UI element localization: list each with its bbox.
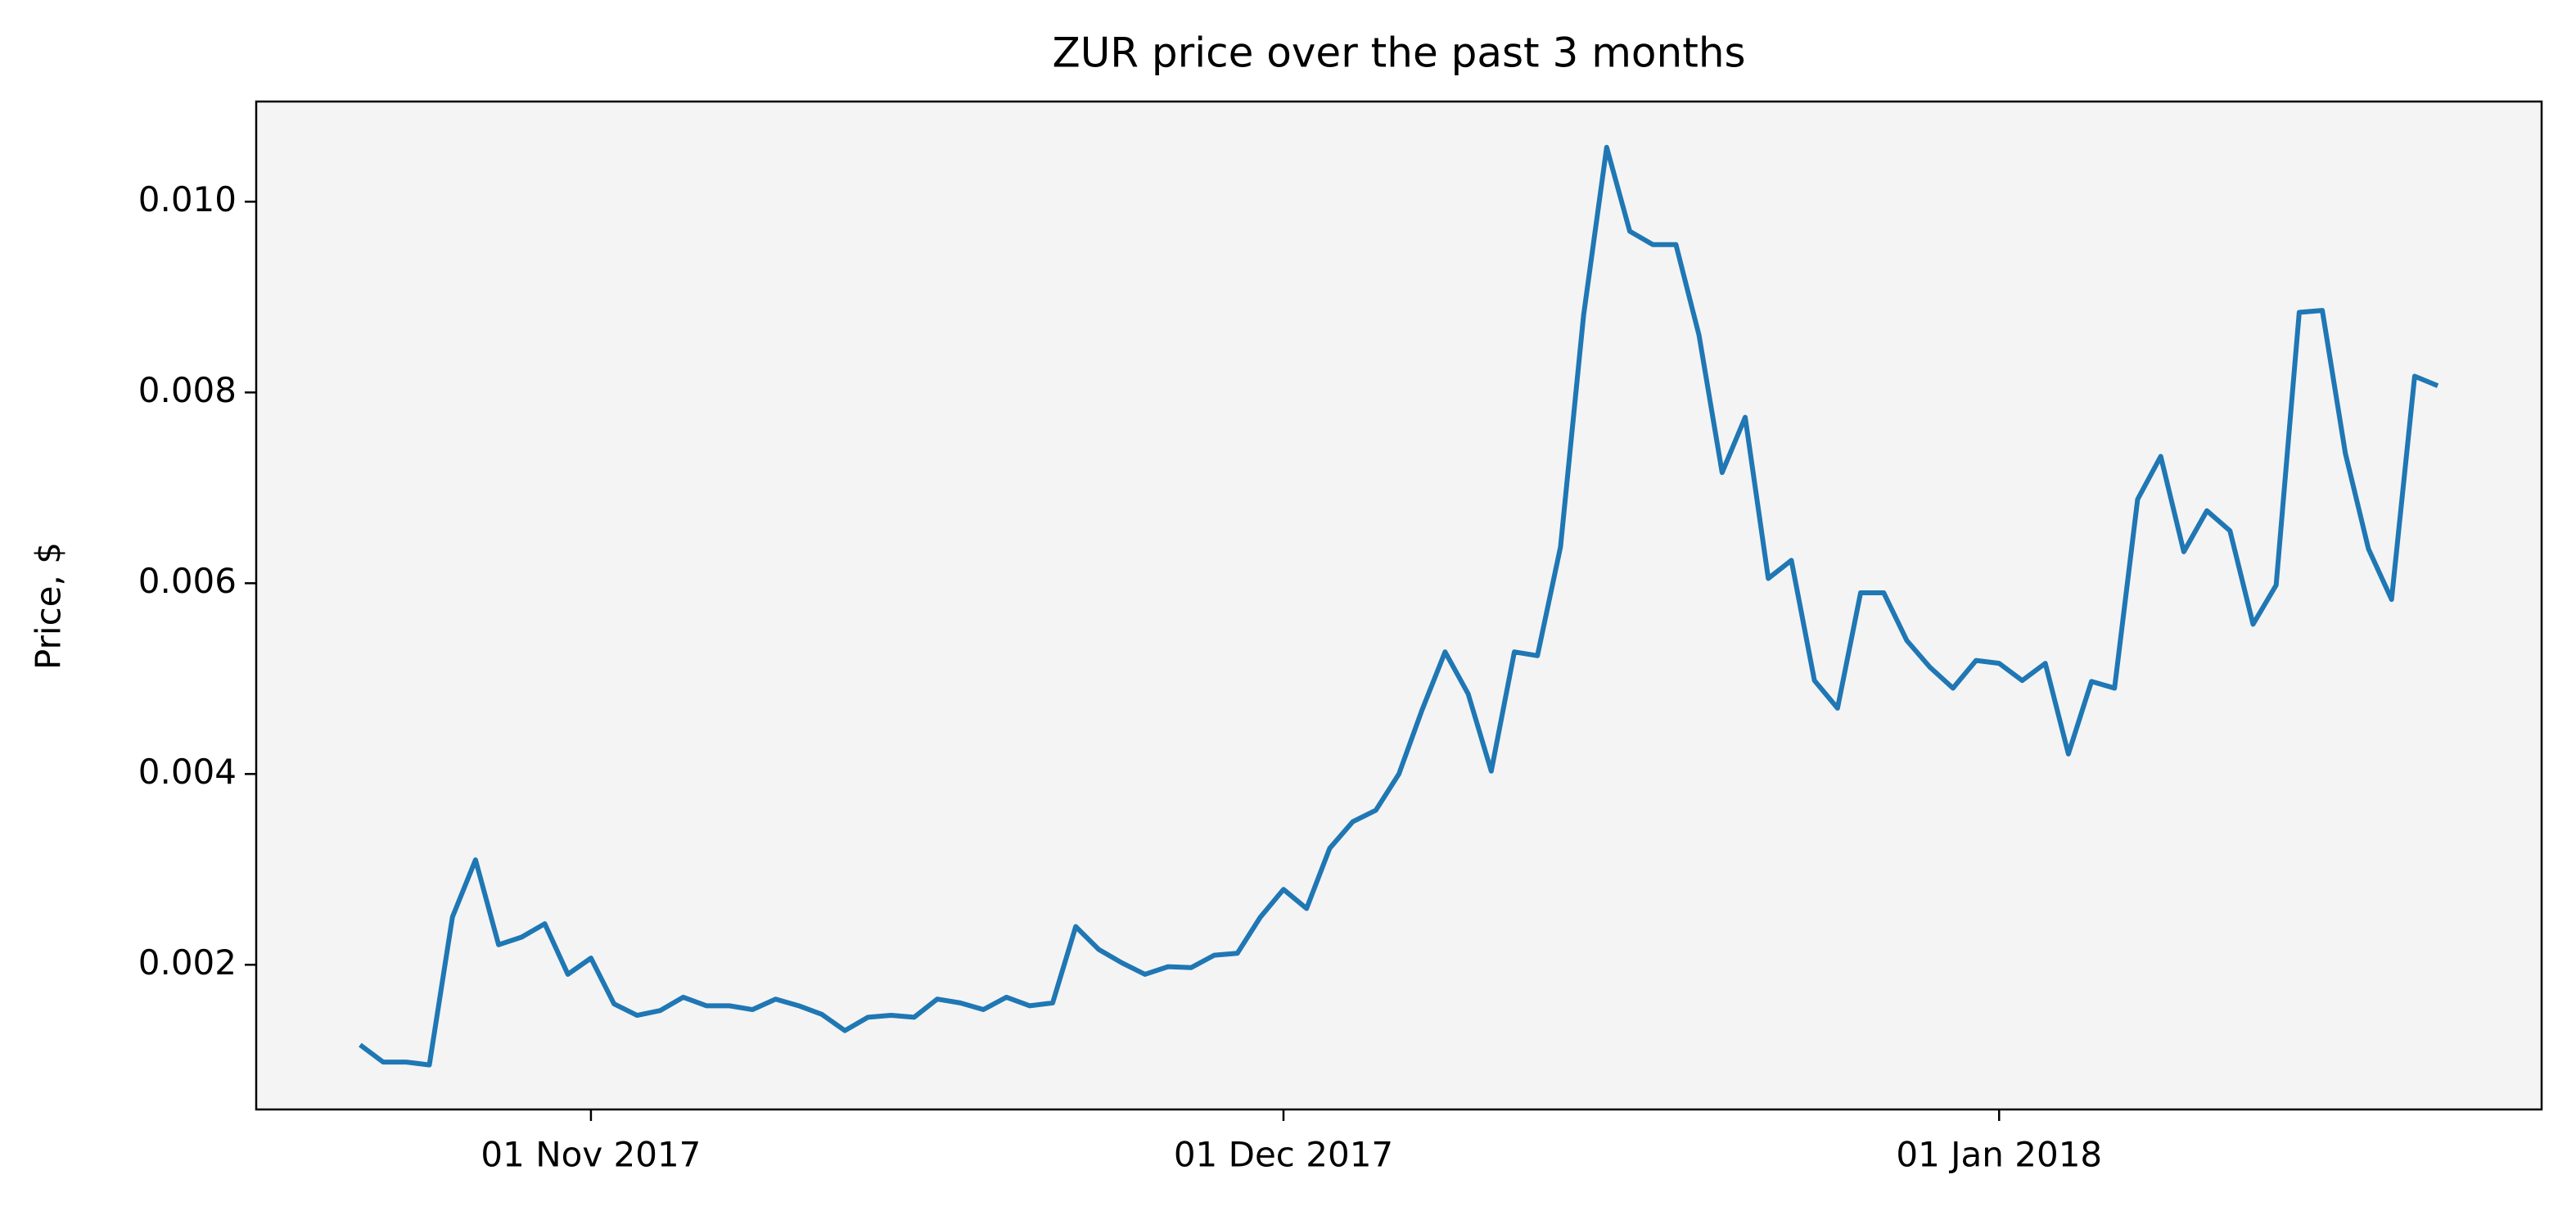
- plot-background: [256, 102, 2542, 1109]
- x-tick-label: 01 Nov 2017: [480, 1135, 701, 1175]
- y-tick-label: 0.010: [138, 179, 237, 219]
- y-tick-label: 0.004: [138, 752, 237, 792]
- y-tick-label: 0.008: [138, 370, 237, 410]
- plot-frame: [255, 100, 2543, 1111]
- x-tick-label: 01 Dec 2017: [1174, 1135, 1393, 1175]
- y-axis-label: Price, $: [29, 542, 69, 670]
- x-tick-label: 01 Jan 2018: [1896, 1135, 2102, 1175]
- price-line: [359, 144, 2439, 1068]
- y-tick-label: 0.006: [138, 561, 237, 601]
- chart-title: ZUR price over the past 3 months: [1052, 29, 1745, 77]
- y-tick-label: 0.002: [138, 942, 237, 983]
